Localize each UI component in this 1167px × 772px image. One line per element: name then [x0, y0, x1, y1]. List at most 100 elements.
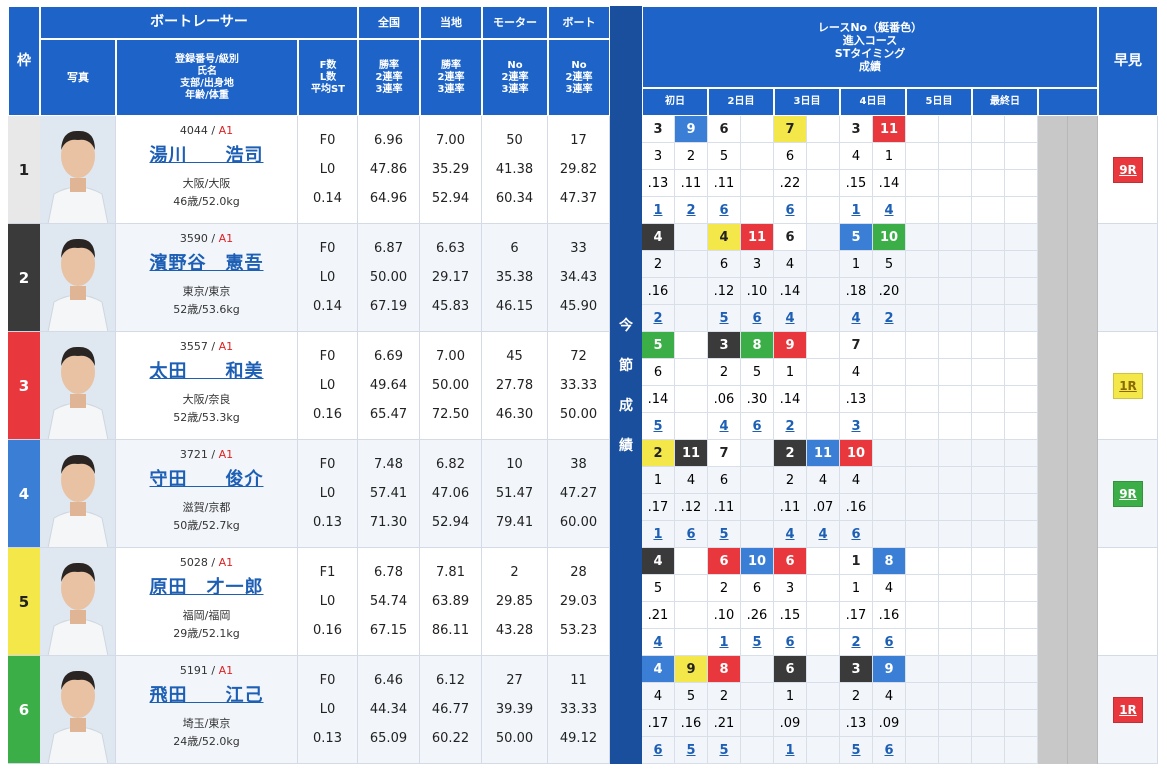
stat-value: 54.74 — [369, 594, 408, 609]
header-day-final: 最終日 — [972, 88, 1038, 116]
race-finish-link[interactable]: 4 — [774, 521, 807, 548]
race-finish-link[interactable]: 6 — [774, 629, 807, 656]
race-detail-cell: .10 — [708, 602, 741, 629]
race-finish-link[interactable]: 6 — [873, 737, 906, 764]
race-empty-cell — [906, 170, 939, 197]
race-finish-link[interactable]: 5 — [708, 521, 741, 548]
stat-value: 50 — [506, 133, 523, 148]
race-finish-link[interactable]: 2 — [642, 305, 675, 332]
racer-name-link[interactable]: 守田 俊介 — [149, 469, 264, 490]
header-boat-rates: No 2連率 3連率 — [548, 39, 610, 116]
racer-name-link[interactable]: 原田 才一郎 — [149, 577, 264, 598]
stat-fl: F1 L0 0.16 — [298, 548, 358, 656]
race-empty-cell — [1005, 251, 1038, 278]
konsetsu-char: 成 — [619, 398, 633, 414]
stat-value: 7.00 — [436, 133, 465, 148]
race-finish-link[interactable]: 4 — [840, 305, 873, 332]
race-finish-link[interactable]: 4 — [807, 521, 840, 548]
race-finish-link[interactable]: 6 — [642, 737, 675, 764]
race-finish-link[interactable]: 1 — [774, 737, 807, 764]
race-empty-cell — [972, 386, 1005, 413]
race-finish-link[interactable]: 3 — [840, 413, 873, 440]
race-detail-cell — [807, 548, 840, 575]
race-detail-cell: .14 — [873, 170, 906, 197]
race-finish-link[interactable]: 1 — [708, 629, 741, 656]
hayami-race-link[interactable]: 1R — [1113, 373, 1143, 399]
race-empty-cell — [939, 521, 972, 548]
race-finish-link[interactable]: 5 — [708, 737, 741, 764]
racer-reg-number: 5191 — [179, 664, 208, 677]
race-detail-cell: .21 — [642, 602, 675, 629]
race-finish-link[interactable]: 2 — [873, 305, 906, 332]
racer-age-weight: 46歳/52.0kg — [173, 195, 240, 208]
racer-name-link[interactable]: 飛田 江己 — [149, 685, 264, 706]
race-finish-link[interactable]: 6 — [873, 629, 906, 656]
race-empty-cell — [1005, 386, 1038, 413]
race-empty-cell — [972, 737, 1005, 764]
race-finish-link[interactable]: 5 — [741, 629, 774, 656]
hayami-race-link[interactable]: 1R — [1113, 697, 1143, 723]
race-finish-link[interactable]: 5 — [840, 737, 873, 764]
race-finish-link[interactable]: 6 — [741, 413, 774, 440]
race-finish-link[interactable]: 5 — [642, 413, 675, 440]
race-finish-link[interactable]: 1 — [642, 521, 675, 548]
stat-boat: 72 33.33 50.00 — [548, 332, 610, 440]
race-finish-link[interactable]: 4 — [774, 305, 807, 332]
race-empty-cell — [972, 332, 1005, 359]
race-empty-cell — [939, 683, 972, 710]
race-finish-link[interactable]: 6 — [741, 305, 774, 332]
stat-zen: 6.87 50.00 67.19 — [358, 224, 420, 332]
race-empty-cell — [906, 413, 939, 440]
race-detail-cell: 1 — [873, 143, 906, 170]
race-finish-link[interactable]: 4 — [708, 413, 741, 440]
stat-value: 33.33 — [559, 702, 598, 717]
stat-value: 50.00 — [559, 407, 598, 422]
stat-fl: F0 L0 0.13 — [298, 656, 358, 764]
stat-value: 49.12 — [559, 731, 598, 746]
race-finish-link[interactable]: 1 — [840, 197, 873, 224]
race-finish-link[interactable]: 6 — [675, 521, 708, 548]
race-empty-cell — [972, 467, 1005, 494]
race-detail-cell — [675, 602, 708, 629]
race-finish-link[interactable]: 2 — [840, 629, 873, 656]
race-finish-link[interactable]: 2 — [675, 197, 708, 224]
racer-photo-image — [40, 656, 115, 763]
hayami-cell — [1098, 548, 1158, 656]
race-finish-link[interactable]: 4 — [642, 629, 675, 656]
race-finish-link[interactable]: 5 — [675, 737, 708, 764]
race-finish-link[interactable]: 6 — [708, 197, 741, 224]
race-finish-link[interactable]: 4 — [873, 197, 906, 224]
hayami-race-link[interactable]: 9R — [1113, 157, 1143, 183]
race-finish-link[interactable]: 6 — [774, 197, 807, 224]
stat-value: 65.47 — [369, 407, 408, 422]
race-empty-cell — [906, 602, 939, 629]
race-empty-cell — [1005, 629, 1038, 656]
stat-value: 45.83 — [431, 299, 470, 314]
racer-name-link[interactable]: 濱野谷 憲吾 — [149, 253, 264, 274]
stat-boat: 17 29.82 47.37 — [548, 116, 610, 224]
race-finish-link[interactable]: 5 — [708, 305, 741, 332]
stat-value: 0.16 — [313, 623, 342, 638]
racer-age-weight: 52歳/53.3kg — [173, 411, 240, 424]
stat-value: 6.96 — [374, 133, 403, 148]
race-detail-cell: .20 — [873, 278, 906, 305]
stat-value: 51.47 — [495, 486, 534, 501]
stat-value: 6.78 — [374, 565, 403, 580]
race-empty-cell — [1005, 710, 1038, 737]
racer-age-weight: 50歳/52.7kg — [173, 519, 240, 532]
header-course: 進入コース — [842, 33, 898, 47]
header-f-count: F数 — [319, 59, 337, 71]
hayami-race-link[interactable]: 9R — [1113, 481, 1143, 507]
race-finish-link[interactable]: 1 — [642, 197, 675, 224]
racer-class: A1 — [218, 448, 234, 461]
racer-name-link[interactable]: 湯川 浩司 — [149, 145, 264, 166]
race-detail-cell: 6 — [774, 143, 807, 170]
racer-name-link[interactable]: 太田 和美 — [149, 361, 264, 382]
race-finish-link[interactable]: 6 — [840, 521, 873, 548]
race-detail-cell: .17 — [840, 602, 873, 629]
racer-class: A1 — [218, 340, 234, 353]
race-finish-link[interactable]: 2 — [774, 413, 807, 440]
race-number-cell: 10 — [741, 548, 774, 575]
race-detail-cell: 4 — [774, 251, 807, 278]
race-detail-cell: 1 — [840, 251, 873, 278]
